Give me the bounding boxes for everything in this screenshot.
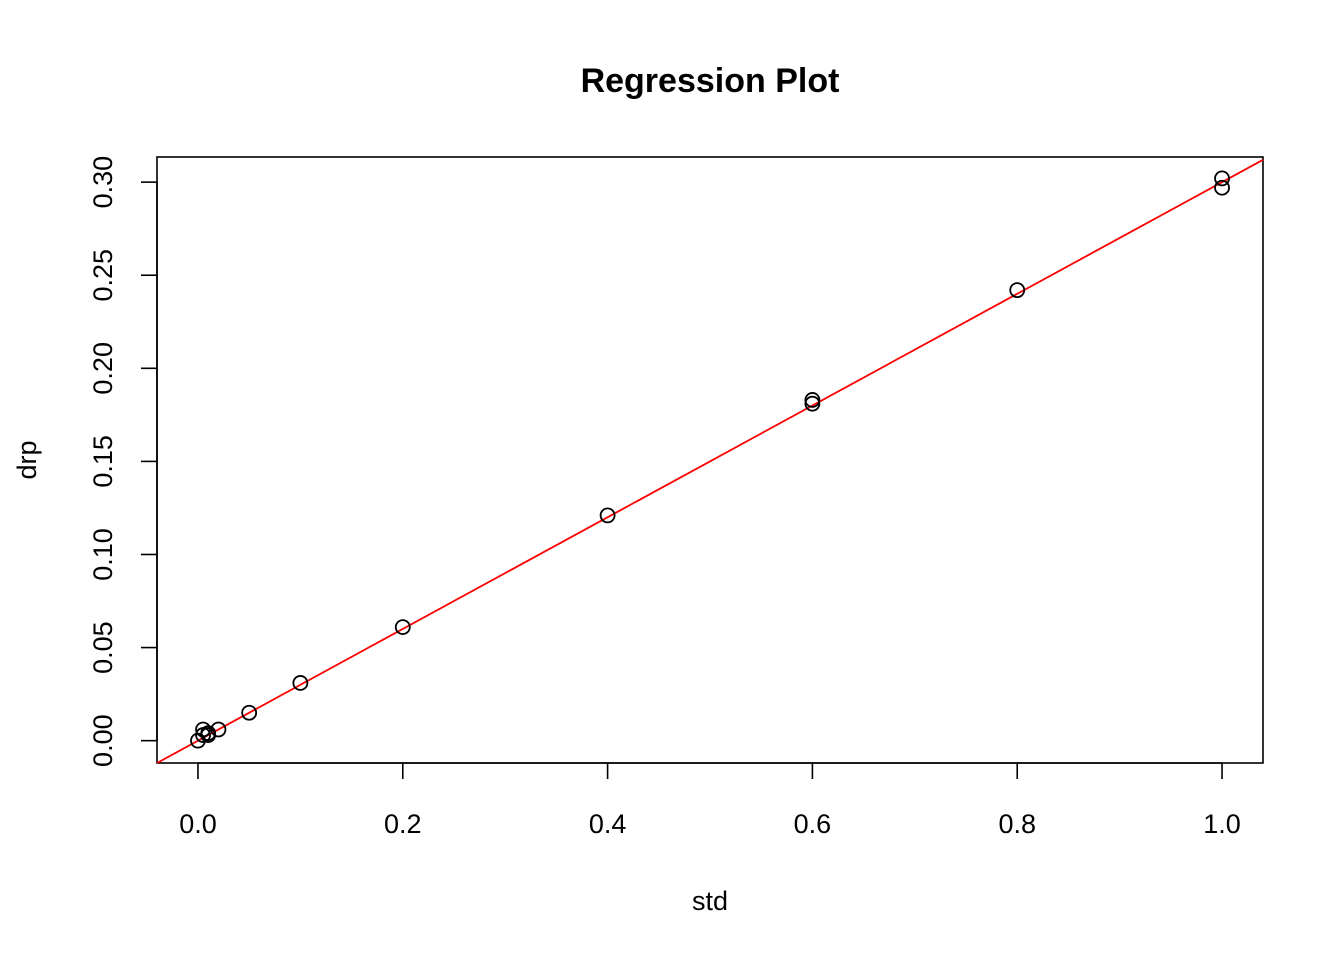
x-axis: 0.0 0.2 0.4 0.6 0.8 1.0: [179, 762, 1241, 839]
data-point: [195, 721, 211, 738]
regression-line: [156, 159, 1264, 764]
data-point: [292, 675, 309, 691]
data-point: [210, 721, 227, 738]
x-tick-label: 0.6: [794, 809, 832, 839]
data-point: [804, 392, 821, 408]
y-tick-label: 0.00: [88, 714, 118, 767]
data-point: [1214, 170, 1230, 187]
data-point: [804, 395, 821, 412]
x-tick-label: 0.0: [179, 809, 217, 839]
regression-line-group: [156, 159, 1264, 764]
y-tick-label: 0.10: [88, 528, 118, 581]
x-axis-label: std: [692, 886, 728, 916]
y-tick-label: 0.20: [88, 342, 118, 395]
chart-title: Regression Plot: [581, 62, 840, 100]
x-tick-label: 0.8: [998, 809, 1036, 839]
y-tick-label: 0.25: [88, 249, 118, 302]
x-tick-label: 0.2: [384, 809, 422, 839]
y-tick-label: 0.30: [88, 156, 118, 209]
data-points: [190, 170, 1230, 749]
y-tick-label: 0.15: [88, 435, 118, 488]
data-point: [394, 619, 411, 635]
data-point: [1214, 179, 1230, 196]
data-point: [200, 725, 217, 742]
x-tick-label: 0.4: [589, 809, 627, 839]
x-tick-label: 1.0: [1203, 809, 1241, 839]
y-tick-label: 0.05: [88, 621, 118, 674]
y-axis-label: drp: [12, 440, 42, 479]
data-point: [599, 507, 616, 524]
y-axis: 0.00 0.05 0.10 0.15 0.20 0.25 0.30: [88, 156, 158, 767]
data-point: [1009, 282, 1026, 299]
data-point: [241, 704, 258, 721]
